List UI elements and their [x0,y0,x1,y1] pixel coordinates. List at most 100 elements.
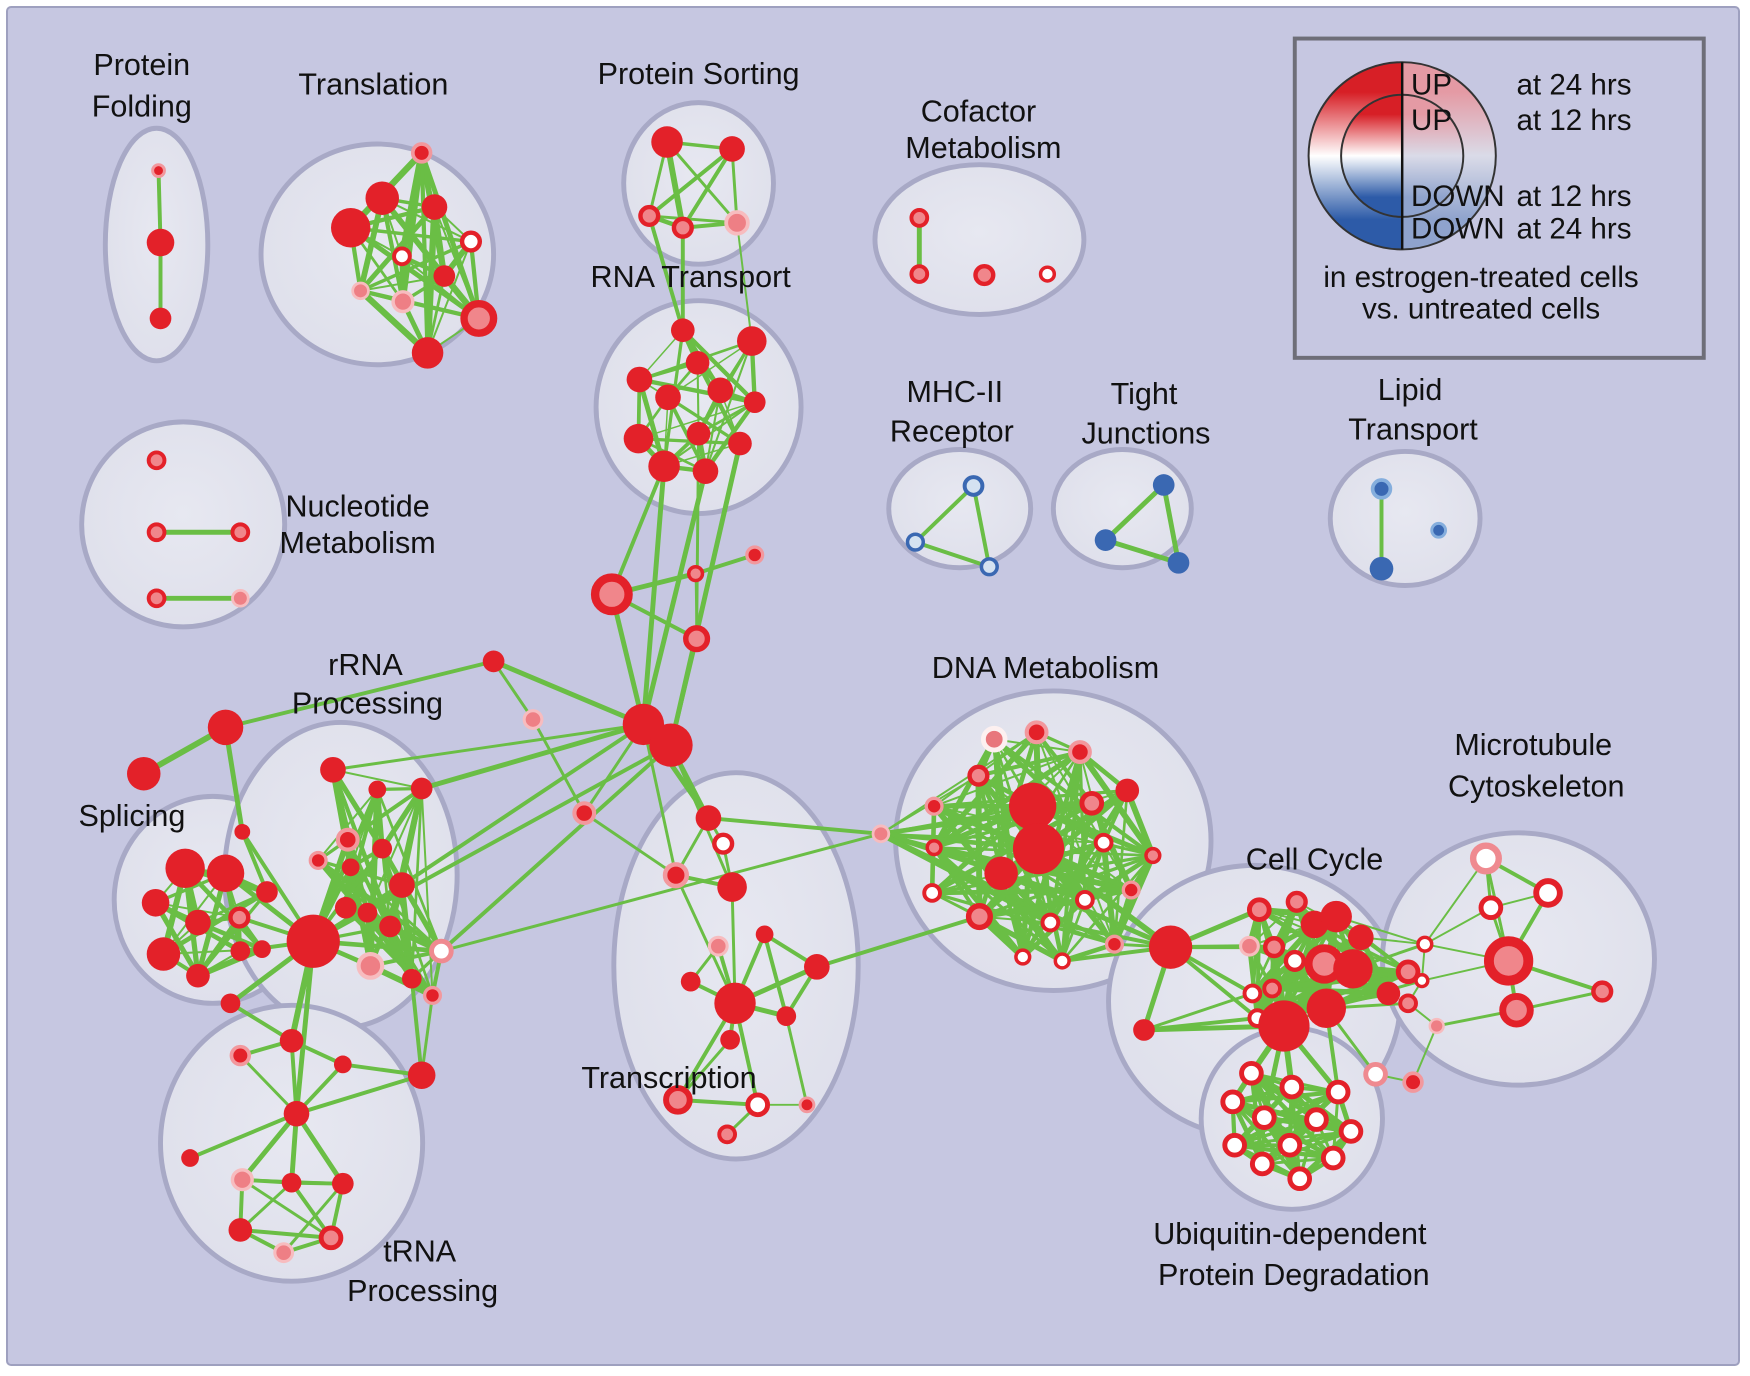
gene-node-dm [924,796,944,816]
edge-bridge [419,721,646,791]
cluster-label-tc: Transcription [581,1061,756,1095]
gene-node-cc [1239,935,1260,957]
edge-bridge [294,938,316,1117]
edge-bridge [409,976,424,1078]
gene-node-tr [407,1061,436,1090]
edge-bridge [640,468,708,727]
gene-node-mt [1591,980,1614,1003]
edge-ps [647,214,739,225]
cluster-label-mh: Receptor [890,415,1014,449]
gene-node-tr [283,1100,310,1127]
gene-node-rr [422,985,443,1005]
gene-node-tl [459,230,483,253]
gene-node-ub [1220,1089,1246,1115]
gene-node-tr [281,1172,302,1193]
edge-mh [971,483,992,569]
cluster-label-ps: Protein Sorting [598,57,800,91]
legend-direction-label: DOWN [1411,180,1505,213]
edge-dm [931,736,997,851]
gene-node-ub [1222,1132,1247,1158]
cluster-ellipse-lt [1327,448,1483,588]
gene-node-cp [683,625,711,653]
edge-tc [582,811,678,877]
gene-node-rr [308,850,328,870]
edge-rt [703,400,757,474]
gene-node-dm [967,764,990,787]
edge-bridge [439,743,673,954]
legend-time-label: at 12 hrs [1517,180,1632,213]
gene-node-tc [776,1006,797,1026]
gene-node-tr [331,1172,354,1195]
gene-node-tc [707,935,729,957]
cluster-label-pf: Folding [92,89,192,123]
gene-node-nm [146,450,167,471]
edge-bridge [331,722,645,772]
edge-mh [913,540,992,569]
gene-node-ub [1277,1132,1303,1158]
gene-node-cc [1333,949,1373,989]
edge-bridge [647,213,685,333]
edge-dm [930,891,1117,946]
cluster-label-cf: Cofactor [921,94,1036,128]
edge-sp [152,900,201,979]
edge-bridge [736,221,753,343]
gene-node-cp [745,545,765,565]
gene-node-mt [1478,895,1504,921]
edge-dm [879,804,1034,836]
gene-node-tj [1152,474,1175,496]
gene-node-rr [341,858,360,877]
gene-node-ct [522,709,544,730]
edge-ps [665,140,739,225]
cluster-label-rt: RNA Transport [591,260,792,294]
edge-tl [426,240,472,354]
gene-node-dm [1121,880,1141,900]
edge-ps [647,146,735,218]
gene-node-dm [1115,778,1140,803]
gene-node-rt [707,377,734,404]
edge-cc [1247,943,1260,1021]
gene-node-ub [1304,1107,1329,1132]
gene-node-mh [962,475,985,497]
gene-node-ub [1338,1119,1364,1144]
gene-node-mt [1398,993,1418,1014]
gene-node-cc [1242,983,1263,1004]
gene-node-tl [365,181,399,215]
figure-canvas: Protein Folding Translation Protein Sorting… [6,6,1740,1366]
edge-ub [1232,1117,1319,1147]
legend-direction-label: DOWN [1411,213,1505,246]
cluster-ellipse-cf [872,162,1087,317]
cluster-label-pf: Protein [93,48,190,82]
gene-node-tl [421,194,448,220]
gene-node-sp [146,937,181,971]
gene-node-cc [1306,988,1347,1028]
gene-node-rt [743,391,766,414]
gene-node-tc [720,1029,740,1050]
gene-node-ps [719,136,745,162]
legend-time-label: at 24 hrs [1517,213,1632,246]
edge-bridge [998,870,1174,950]
gene-node-cc [1148,925,1193,969]
gene-node-dm [1008,782,1057,830]
edge-bridge [706,816,883,836]
gene-node-rt [655,384,681,411]
gene-node-tl [392,246,412,267]
gene-node-tc [798,1096,816,1114]
gene-node-rr [356,951,385,980]
gene-node-sp [185,909,211,936]
legend-time-label: at 24 hrs [1517,69,1632,102]
gene-node-tc [695,805,722,831]
gene-node-cp [686,565,705,583]
gene-node-sp [230,941,251,961]
edge-mt [1423,857,1487,946]
gene-node-cc [1376,981,1401,1006]
gene-node-ct [234,823,251,840]
legend: UP at 24 hrs UP at 12 hrs DOWN at 12 hrs DOWN a… [1292,36,1706,360]
gene-node-ps [651,126,683,158]
gene-node-tr [181,1149,199,1167]
gene-node-nm [230,522,251,543]
gene-node-rt [685,350,710,375]
gene-node-rr [372,838,393,859]
edge-bridge [491,658,646,727]
gene-node-rr [357,902,378,923]
gene-node-rt [728,431,752,456]
